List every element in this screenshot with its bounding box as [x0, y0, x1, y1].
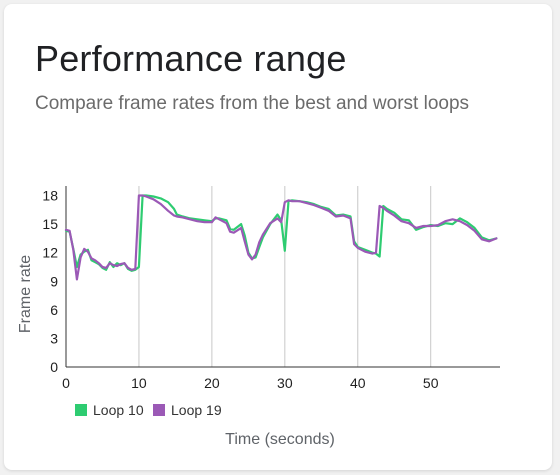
legend-item-loop-19[interactable]: Loop 19: [153, 402, 222, 418]
series-line-loop-10[interactable]: [64, 194, 498, 272]
legend-swatch-loop-10: [75, 404, 87, 416]
y-tick-label: 15: [42, 216, 58, 232]
card-subtitle: Compare frame rates from the best and wo…: [35, 93, 470, 114]
gridlines: [138, 186, 432, 367]
series-lines: [64, 194, 498, 281]
legend-item-loop-10[interactable]: Loop 10: [75, 402, 144, 418]
x-tick-label: 50: [423, 375, 439, 391]
chart-card: [4, 4, 552, 470]
y-tick-label: 0: [50, 359, 58, 375]
y-tick-label: 9: [50, 273, 58, 289]
x-tick-labels: 0 10 20 30 40 50: [62, 375, 439, 391]
x-tick-label: 10: [131, 375, 147, 391]
legend-swatch-loop-19: [153, 404, 165, 416]
legend-label-loop-19: Loop 19: [171, 402, 222, 418]
x-tick-label: 0: [62, 375, 70, 391]
axes: [65, 186, 500, 368]
y-tick-label: 3: [50, 330, 58, 346]
x-axis-title: Time (seconds): [225, 431, 335, 448]
x-tick-label: 40: [350, 375, 366, 391]
series-line-loop-19[interactable]: [64, 194, 498, 281]
y-tick-label: 12: [42, 245, 58, 261]
y-axis-title: Frame rate: [17, 255, 34, 333]
legend-label-loop-10: Loop 10: [93, 402, 144, 418]
y-tick-label: 18: [42, 188, 58, 204]
legend: Loop 10 Loop 19: [75, 402, 222, 418]
card-title: Performance range: [35, 38, 347, 79]
y-tick-label: 6: [50, 302, 58, 318]
y-tick-labels: 0 3 6 9 12 15 18: [42, 188, 58, 375]
x-tick-label: 30: [277, 375, 293, 391]
x-tick-label: 20: [204, 375, 220, 391]
